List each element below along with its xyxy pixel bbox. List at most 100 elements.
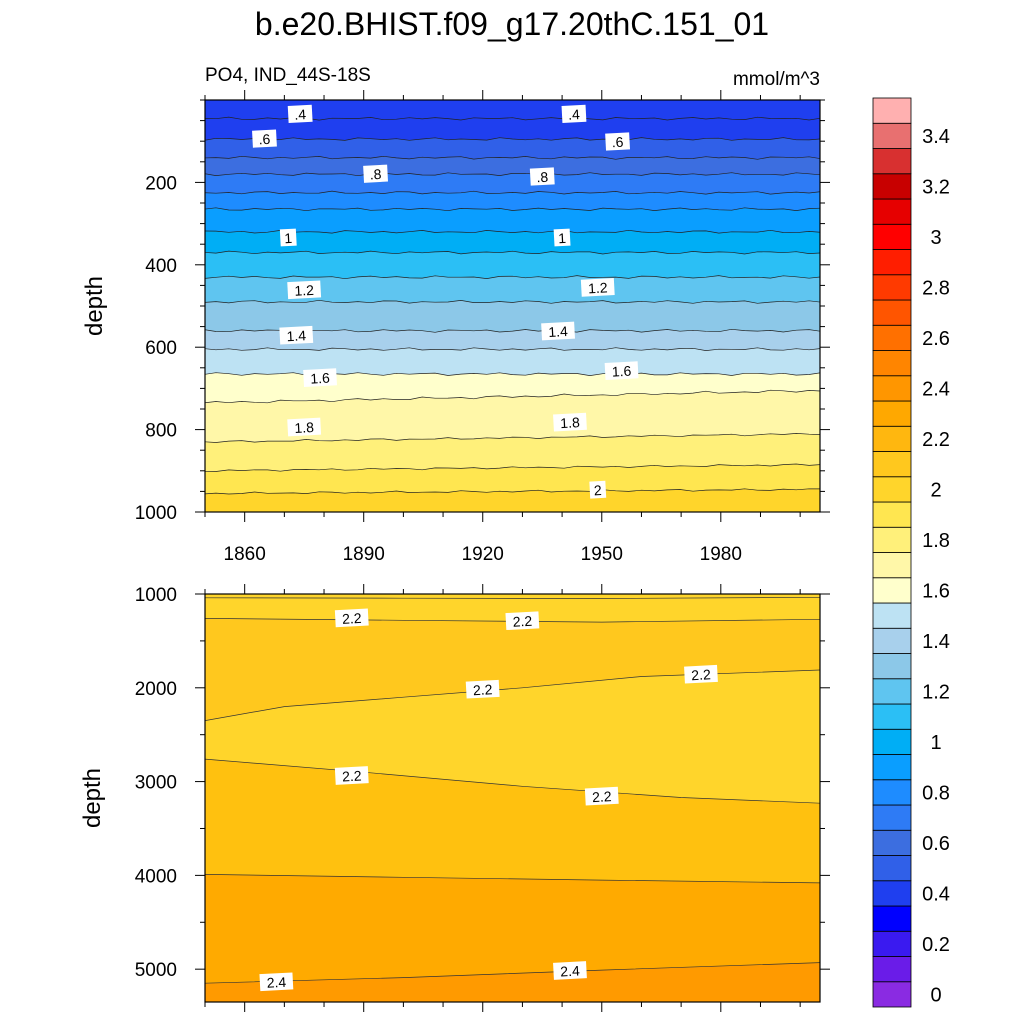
colorbar-box <box>872 274 912 301</box>
upper-contour-line-0.6 <box>205 155 820 160</box>
upper-contour-label-text: 1.4 <box>286 327 306 344</box>
upper-contour-line-1.5 <box>205 347 820 351</box>
upper-contour-label-text: 1.4 <box>548 323 568 340</box>
colorbar-box <box>872 577 912 604</box>
colorbar-label: 2.2 <box>922 429 950 451</box>
colorbar-label: 0.4 <box>922 883 950 905</box>
upper-contour-label-bg <box>279 325 314 345</box>
upper-y-tick-label: 400 <box>145 256 177 277</box>
upper-filled-contours <box>205 100 820 512</box>
upper-contour-label-text: 1.2 <box>588 279 608 296</box>
upper-contour-label: 2 <box>589 480 607 499</box>
lower-y-tick-label: 2000 <box>135 679 177 700</box>
upper-contour-line-0.5 <box>205 137 820 141</box>
upper-contour-label-bg <box>252 129 277 148</box>
colorbar-box <box>872 627 912 654</box>
lower-contour-2.2b <box>205 669 820 721</box>
colorbar-label: 2.4 <box>922 378 950 400</box>
colorbar-box <box>872 905 912 932</box>
upper-axis-ticks: 1860 1890 1920 1950 1980 200 400 600 800 1000 <box>135 90 830 565</box>
lower-y-tick-label: 4000 <box>135 866 177 887</box>
lower-contour-label-text: 2.4 <box>266 974 286 991</box>
colorbar-label: 1.6 <box>922 580 950 602</box>
upper-contour-label-bg <box>363 164 389 183</box>
upper-contour-label-bg <box>553 228 571 247</box>
colorbar-box <box>872 198 912 225</box>
colorbar-box <box>872 678 912 705</box>
lower-contour-label-bg <box>684 664 718 684</box>
colorbar-label: 3 <box>930 227 941 249</box>
upper-contour-label-bg <box>561 104 587 124</box>
colorbar-box <box>872 501 912 528</box>
upper-contour-label-text: .8 <box>536 169 549 186</box>
lower-contour-label-text: 2.2 <box>512 613 532 630</box>
colorbar-box <box>872 779 912 806</box>
upper-contour-label-text: .8 <box>369 166 382 183</box>
colorbar-box <box>872 375 912 402</box>
upper-contour-label-bg <box>605 132 631 151</box>
lower-contour-label-text: 2.4 <box>560 962 580 979</box>
upper-y-tick-label: 200 <box>145 173 177 194</box>
upper-contour-label: .6 <box>252 129 277 148</box>
lower-band-7 <box>205 962 820 1002</box>
colorbar-label: 2.8 <box>922 277 950 299</box>
upper-contour-label-text: 1.8 <box>560 414 580 431</box>
upper-y-tick-label: 600 <box>145 338 177 359</box>
upper-contour-label-text: .6 <box>258 131 271 148</box>
colorbar-box <box>872 829 912 856</box>
upper-contour-line-1 <box>205 229 820 234</box>
upper-x-tick-label: 1980 <box>700 544 742 565</box>
upper-x-tick-label: 1920 <box>462 544 504 565</box>
colorbar-box <box>872 728 912 755</box>
upper-x-tick-label: 1890 <box>343 544 385 565</box>
upper-contour-label: 1.2 <box>287 280 322 300</box>
upper-contour-label: .8 <box>529 167 555 186</box>
colorbar-box <box>872 653 912 680</box>
colorbar-label: 0 <box>930 984 941 1006</box>
lower-contour-2.2c <box>205 758 820 804</box>
colorbar-box <box>872 754 912 781</box>
colorbar: 0 0.2 0.4 0.6 0.8 1 1.2 1.4 1.6 1.8 2 2.2 2.4 2.6 2.8 3… <box>872 97 950 1008</box>
colorbar-box <box>872 173 912 200</box>
colorbar-label: 0.8 <box>922 782 950 804</box>
upper-contour-line-1.8 <box>205 433 820 443</box>
lower-contour-label-bg <box>334 766 369 785</box>
lower-y-axis-title: depth <box>79 768 106 828</box>
colorbar-box <box>872 981 912 1008</box>
colorbar-box <box>872 476 912 503</box>
lower-contour-label-bg <box>334 608 369 628</box>
upper-contour-label-bg <box>287 280 322 300</box>
figure-title: b.e20.BHIST.f09_g17.20thC.151_01 <box>255 6 769 42</box>
upper-contour-label: 1.8 <box>553 412 587 432</box>
upper-contour-label-text: 1.6 <box>310 370 330 387</box>
upper-contour-labels: .4 .4 .6 .6 .8 .8 1 1 1.2 1.2 1.4 1.4 1.6 1.6 1.8 1.8 2 <box>252 104 639 499</box>
upper-y-axis-title: depth <box>81 276 108 336</box>
lower-contour-2.3 <box>205 874 820 884</box>
upper-contour-label-bg <box>287 104 313 124</box>
upper-contour-line-1.2 <box>205 275 820 280</box>
lower-band-6 <box>205 874 820 984</box>
colorbar-box <box>872 350 912 377</box>
lower-band-5 <box>205 759 820 883</box>
colorbar-label: 1 <box>930 732 941 754</box>
lower-contour-label-bg <box>505 611 540 631</box>
upper-contour-label-bg <box>287 417 322 437</box>
lower-y-tick-label: 1000 <box>135 585 177 606</box>
upper-band-top <box>205 100 820 121</box>
upper-x-tick-label: 1950 <box>581 544 623 565</box>
upper-contour-label-text: 1 <box>558 230 567 246</box>
upper-contour-label-bg <box>589 480 607 499</box>
upper-contour-label: .8 <box>363 164 389 183</box>
lower-plot-frame <box>204 593 821 1003</box>
lower-band-1 <box>205 594 820 599</box>
upper-contour-label-text: 1.6 <box>611 363 631 380</box>
lower-contour-label: 2.2 <box>684 664 718 684</box>
lower-contour-label: 2.4 <box>259 972 294 992</box>
lower-band-3 <box>205 618 820 721</box>
lower-contour-2.4 <box>205 962 820 984</box>
lower-contour-label-bg <box>553 961 587 980</box>
upper-contour-label-bg <box>279 228 297 247</box>
colorbar-label: 2.6 <box>922 328 950 350</box>
lower-contour-label-text: 2.2 <box>691 666 711 683</box>
